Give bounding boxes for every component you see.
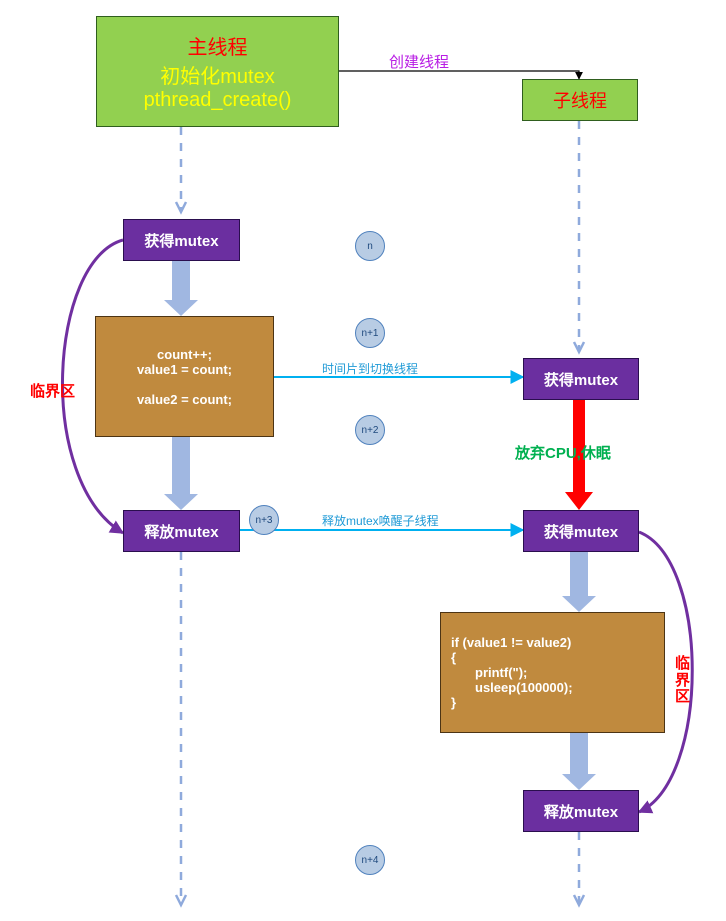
node-child-line-0: 子线程 xyxy=(553,87,607,113)
node-rel1: 释放mutex xyxy=(123,510,240,552)
node-acq1-line-0: 获得mutex xyxy=(144,230,218,251)
node-main: 主线程初始化mutexpthread_create() xyxy=(96,16,339,127)
node-critR-line-0: if (value1 != value2) xyxy=(451,635,571,650)
label-l_create: 创建线程 xyxy=(389,51,449,72)
node-acq3: 获得mutex xyxy=(523,510,639,552)
node-acq3-line-0: 获得mutex xyxy=(544,521,618,542)
node-acq1: 获得mutex xyxy=(123,219,240,261)
node-main-line-2: pthread_create() xyxy=(144,89,292,112)
node-critR-line-2: printf("); xyxy=(451,665,527,680)
node-rel1-line-0: 释放mutex xyxy=(144,521,218,542)
node-acq2-line-0: 获得mutex xyxy=(544,369,618,390)
badge-bn3: n+3 xyxy=(249,505,279,535)
node-critL-line-1: value1 = count; xyxy=(137,362,232,377)
badge-bn: n xyxy=(355,231,385,261)
badge-bn1: n+1 xyxy=(355,318,385,348)
node-critL-line-2 xyxy=(183,377,187,392)
node-rel2: 释放mutex xyxy=(523,790,639,832)
node-child: 子线程 xyxy=(522,79,638,121)
node-critR: if (value1 != value2){printf(");usleep(1… xyxy=(440,612,665,733)
badge-bn4: n+4 xyxy=(355,845,385,875)
node-critR-line-3: usleep(100000); xyxy=(451,680,573,695)
label-l_sleep: 放弃CPU,休眠 xyxy=(515,442,611,463)
node-critL-line-0: count++; xyxy=(157,347,212,362)
node-critL-line-3: value2 = count; xyxy=(137,392,232,407)
node-critR-line-4: } xyxy=(451,695,456,710)
badge-bn2: n+2 xyxy=(355,415,385,445)
label-l_critR: 临界区 xyxy=(675,656,693,706)
node-critR-line-1: { xyxy=(451,650,456,665)
label-l_wake: 释放mutex唤醒子线程 xyxy=(322,512,439,529)
node-critL: count++;value1 = count; value2 = count; xyxy=(95,316,274,437)
node-acq2: 获得mutex xyxy=(523,358,639,400)
label-l_slice: 时间片到切换线程 xyxy=(322,360,418,377)
label-l_critL: 临界区 xyxy=(30,380,75,401)
node-rel2-line-0: 释放mutex xyxy=(544,801,618,822)
node-main-line-0: 主线程 xyxy=(188,31,248,60)
node-main-line-1: 初始化mutex xyxy=(160,60,274,89)
